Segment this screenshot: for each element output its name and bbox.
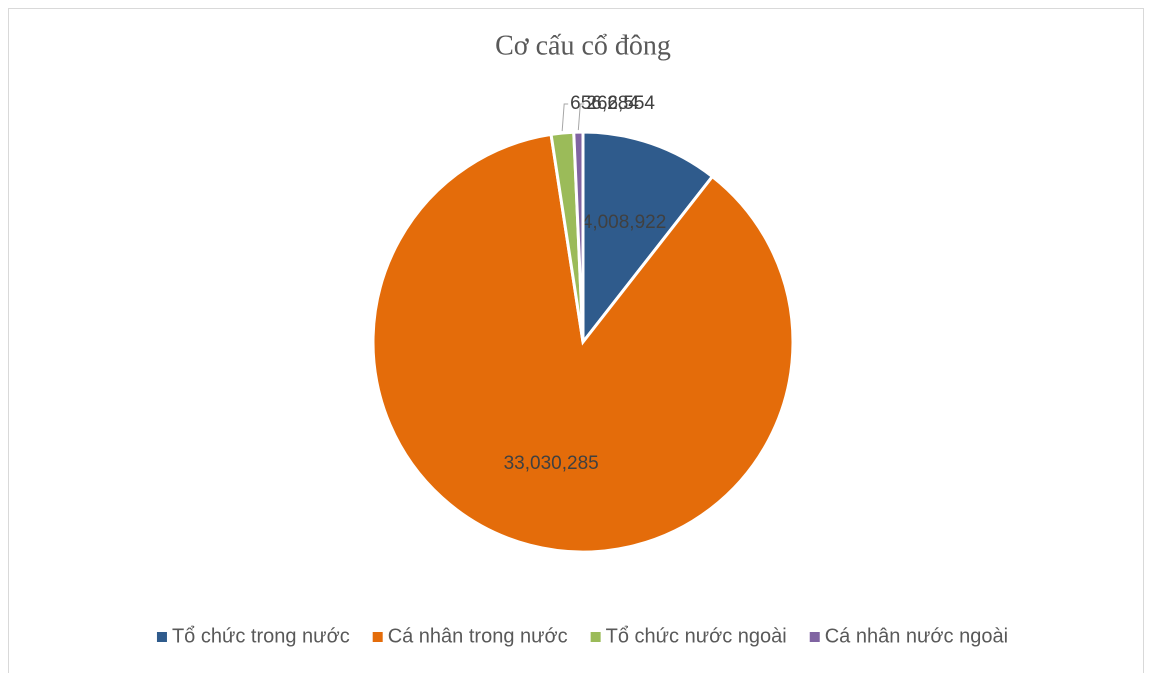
data-label: 266,554 — [586, 93, 655, 114]
legend-swatch — [809, 632, 820, 642]
leader-line — [561, 103, 569, 132]
pie-slice — [371, 132, 795, 554]
legend-swatch — [156, 632, 167, 642]
chart-title: Cơ cấu cổ đông — [495, 30, 671, 61]
legend-swatch — [372, 632, 383, 642]
legend-label: Tổ chức nước ngoài — [606, 625, 787, 647]
legend-label: Cá nhân trong nước — [388, 625, 568, 647]
data-label: 656,284 — [570, 93, 639, 114]
data-label: 33,030,285 — [504, 453, 599, 474]
legend-swatch — [590, 632, 601, 642]
data-label: 4,008,922 — [582, 212, 667, 233]
legend-label: Cá nhân nước ngoài — [825, 625, 1008, 647]
legend-label: Tổ chức trong nước — [172, 625, 350, 647]
pie-slice — [572, 130, 585, 343]
pie-slice — [581, 130, 715, 347]
leader-line — [577, 103, 585, 131]
